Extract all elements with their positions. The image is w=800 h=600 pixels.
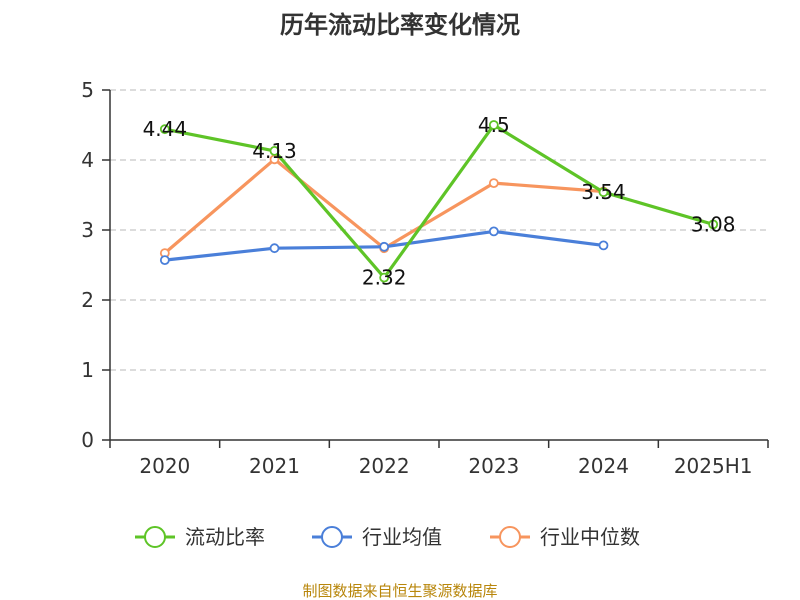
x-tick-label: 2021 xyxy=(249,454,300,478)
legend-marker xyxy=(499,526,521,548)
series-line xyxy=(163,157,604,255)
data-label: 2.32 xyxy=(362,266,407,290)
x-tick-label: 2025H1 xyxy=(674,454,753,478)
data-point xyxy=(598,240,609,251)
data-point xyxy=(159,124,170,135)
chart-title: 历年流动比率变化情况 xyxy=(280,11,520,39)
x-tick-label: 2023 xyxy=(468,454,519,478)
data-label: 3.08 xyxy=(691,212,736,236)
legend-label: 行业中位数 xyxy=(540,525,640,549)
x-tick-label: 2022 xyxy=(359,454,410,478)
data-point xyxy=(488,178,499,189)
axes: 0 1 2 3 4 5 2020 2021 2022 2023 2024 2025H1 xyxy=(81,78,769,478)
series-line xyxy=(164,123,714,280)
x-tick-label: 2024 xyxy=(578,454,629,478)
data-point xyxy=(488,226,499,237)
legend-label: 行业均值 xyxy=(362,525,442,549)
source-note: 制图数据来自恒生聚源数据库 xyxy=(302,582,497,600)
data-labels: 4.44 4.13 2.32 4.5 3.54 3.08 xyxy=(143,113,736,290)
data-label: 3.54 xyxy=(581,180,626,204)
x-tick-label: 2020 xyxy=(139,454,190,478)
data-point xyxy=(379,272,390,283)
data-point xyxy=(379,241,390,252)
data-point xyxy=(488,120,499,130)
y-tick-label: 0 xyxy=(81,428,94,452)
y-tick-label: 5 xyxy=(81,78,94,102)
legend-marker xyxy=(144,526,166,548)
legend-marker xyxy=(321,526,343,548)
y-tick-label: 3 xyxy=(81,218,94,242)
data-point xyxy=(598,187,609,198)
data-point xyxy=(708,219,719,230)
data-label: 4.44 xyxy=(143,117,188,141)
data-point xyxy=(159,255,170,266)
data-label: 4.5 xyxy=(478,113,510,137)
legend-label: 流动比率 xyxy=(185,525,265,549)
y-tick-label: 2 xyxy=(81,288,94,312)
y-tick-label: 1 xyxy=(81,358,94,382)
grid xyxy=(110,89,768,371)
series-layer xyxy=(159,120,719,283)
data-point xyxy=(269,145,280,156)
legend[interactable]: 流动比率 行业均值 行业中位数 xyxy=(135,525,640,549)
data-label: 4.13 xyxy=(252,139,297,163)
y-tick-label: 4 xyxy=(81,148,94,172)
data-point xyxy=(269,243,280,254)
